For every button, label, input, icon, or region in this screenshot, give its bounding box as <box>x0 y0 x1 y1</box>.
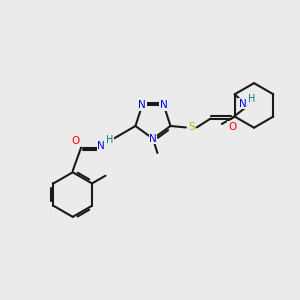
Text: N: N <box>160 100 168 110</box>
Text: O: O <box>228 122 236 132</box>
Text: H: H <box>248 94 255 103</box>
Text: N: N <box>239 99 247 109</box>
Text: N: N <box>138 100 146 110</box>
Text: N: N <box>149 134 157 144</box>
Text: H: H <box>106 135 113 145</box>
Text: N: N <box>98 141 105 151</box>
Text: O: O <box>72 136 80 146</box>
Text: S: S <box>188 122 195 133</box>
